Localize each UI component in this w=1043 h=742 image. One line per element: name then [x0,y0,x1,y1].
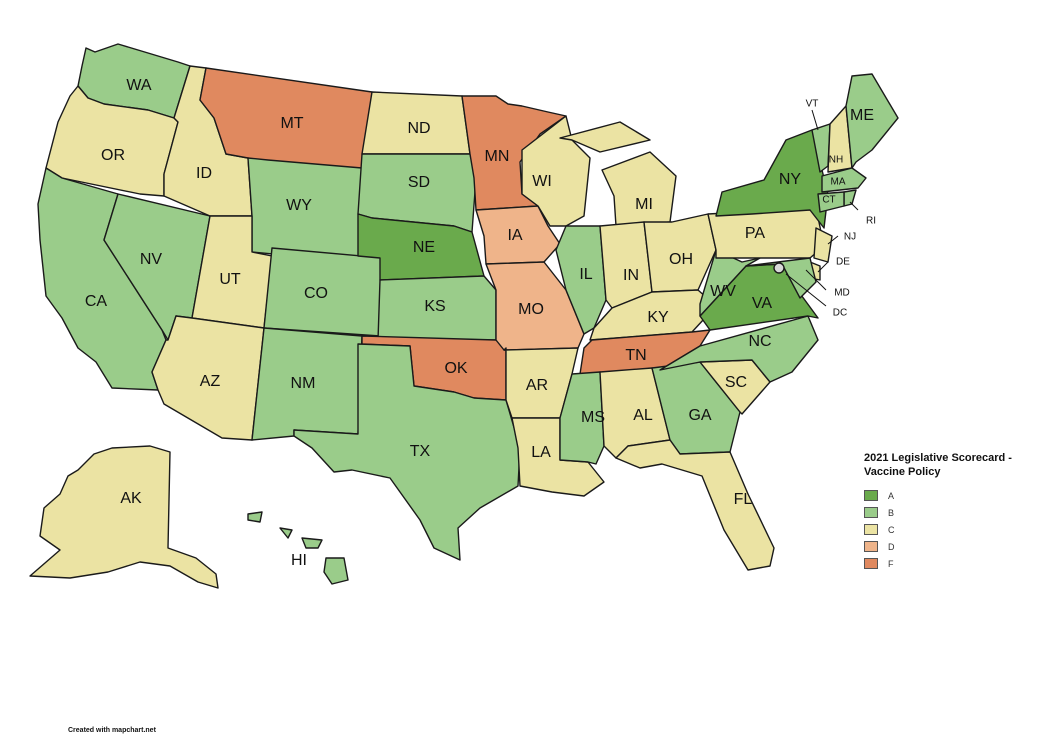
legend-item-b: B [864,504,1034,521]
state-label-la: LA [531,444,551,461]
state-label-de: DE [836,257,850,268]
mapchart-credit: Created with mapchart.net [68,727,156,734]
state-nj [813,227,833,263]
label-leader-line [805,269,827,291]
state-label-mo: MO [518,301,544,318]
label-leader-line [827,235,839,245]
label-leader-line [849,201,859,211]
state-dc [773,262,785,274]
legend-swatch [864,507,878,518]
state-label-tn: TN [625,347,646,364]
state-ma [821,167,867,193]
state-label-wa: WA [126,77,152,94]
state-wi [521,115,591,227]
state-fl [615,439,775,571]
state-ak [29,445,219,589]
state-label-id: ID [196,165,212,182]
state-label-mt: MT [280,115,303,132]
state-label-nc: NC [748,333,771,350]
legend-label: B [888,507,895,518]
state-hi [247,511,349,585]
legend-label: D [888,541,895,552]
state-ri [843,189,857,207]
state-label-me: ME [850,107,874,124]
legend-swatch [864,558,878,569]
state-label-wi: WI [532,173,552,190]
legend-item-f: F [864,555,1034,572]
legend-label: C [888,524,895,535]
legend-label: F [888,558,894,569]
state-label-sc: SC [725,374,747,391]
state-label-ar: AR [526,377,548,394]
legend-swatch [864,541,878,552]
state-label-fl: FL [734,491,753,508]
legend-item-a: A [864,487,1034,504]
state-ct [817,191,845,213]
label-leader-line [811,109,819,131]
label-leader-line [785,273,827,307]
state-label-ga: GA [688,407,711,424]
state-label-ky: KY [647,309,669,326]
state-label-ok: OK [444,360,467,377]
legend-swatch [864,524,878,535]
state-label-ma: MA [831,177,846,188]
state-label-hi: HI [291,552,307,569]
state-label-ak: AK [120,490,142,507]
legend-label: A [888,490,895,501]
state-label-md: MD [834,288,850,299]
state-label-ri: RI [866,216,876,227]
legend-swatch [864,490,878,501]
state-label-va: VA [752,295,772,312]
state-label-vt: VT [806,99,819,110]
state-nc [659,315,819,383]
state-tx [293,343,521,561]
state-label-ny: NY [779,171,802,188]
state-label-wv: WV [710,283,736,300]
state-label-tx: TX [410,443,431,460]
state-label-or: OR [101,147,125,164]
state-label-ut: UT [219,271,241,288]
state-label-oh: OH [669,251,693,268]
state-label-nm: NM [291,375,316,392]
legend-item-c: C [864,521,1034,538]
map-legend: 2021 Legislative Scorecard - Vaccine Pol… [864,451,1034,572]
state-label-wy: WY [286,197,312,214]
state-label-dc: DC [833,308,847,319]
state-label-ks: KS [424,298,445,315]
state-label-nj: NJ [844,232,856,243]
state-label-al: AL [633,407,653,424]
state-label-ne: NE [413,239,435,256]
state-label-pa: PA [745,225,765,242]
state-label-sd: SD [408,174,430,191]
state-label-in: IN [623,267,639,284]
state-label-mn: MN [485,148,510,165]
state-label-ms: MS [581,409,605,426]
label-leader-line [817,261,829,273]
state-label-nh: NH [829,155,843,166]
state-label-nd: ND [407,120,430,137]
state-label-ia: IA [507,227,522,244]
legend-item-d: D [864,538,1034,555]
state-label-ca: CA [85,293,108,310]
legend-title: 2021 Legislative Scorecard - Vaccine Pol… [864,452,1012,478]
state-me [845,73,899,169]
state-label-mi: MI [635,196,653,213]
state-label-nv: NV [140,251,163,268]
state-label-az: AZ [200,373,221,390]
state-label-co: CO [304,285,328,302]
state-label-ct: CT [822,195,835,206]
state-label-il: IL [579,266,592,283]
